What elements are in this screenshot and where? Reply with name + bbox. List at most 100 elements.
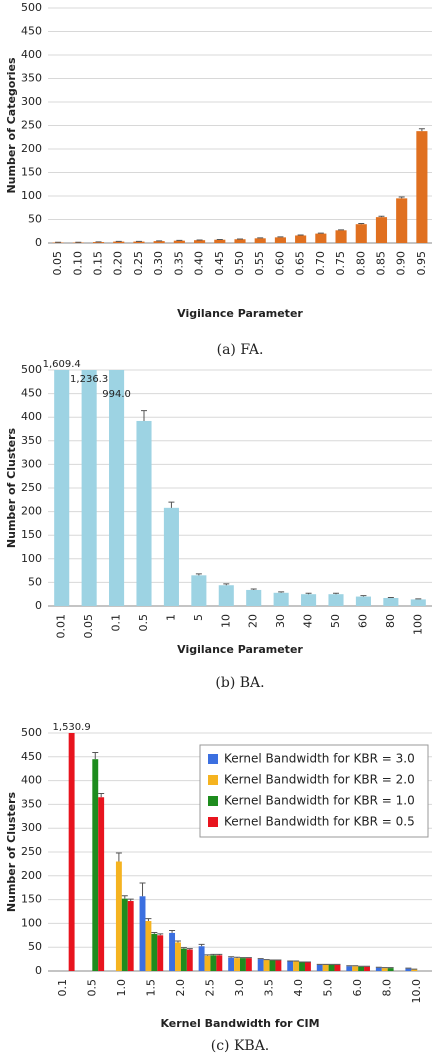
y-tick-label: 200 (21, 869, 42, 882)
x-tick-label: 0.15 (92, 251, 105, 276)
y-tick-label: 150 (21, 893, 42, 906)
y-tick-label: 0 (35, 964, 42, 977)
bar (216, 955, 223, 971)
y-tick-label: 100 (21, 916, 42, 929)
bar (383, 597, 399, 606)
y-tick-label: 350 (21, 434, 42, 447)
bar (198, 946, 205, 971)
bar (301, 594, 317, 606)
x-tick-label: 0.65 (294, 251, 307, 276)
x-tick-label: 2.0 (174, 979, 187, 997)
bar (204, 955, 211, 971)
bar (210, 955, 217, 971)
x-tick-label: 0.80 (354, 251, 367, 276)
x-tick-label: 0.05 (82, 614, 95, 639)
bar (328, 594, 344, 606)
legend-swatch (208, 775, 218, 785)
bar (257, 959, 264, 971)
bar (115, 861, 122, 971)
error-bar (234, 956, 241, 959)
bar (322, 964, 329, 971)
error-bar (204, 954, 211, 956)
y-tick-label: 500 (21, 1, 42, 14)
bar (173, 240, 185, 243)
error-bar (278, 591, 285, 593)
bar (381, 968, 388, 971)
bar (194, 240, 206, 243)
value-label: 1,530.9 (53, 722, 91, 733)
error-bar (195, 573, 202, 576)
error-bar (115, 852, 122, 862)
legend-swatch (208, 754, 218, 764)
y-tick-label: 0 (35, 599, 42, 612)
bar (263, 960, 270, 971)
y-tick-label: 100 (21, 189, 42, 202)
x-tick-label: 50 (329, 614, 342, 628)
error-bar (174, 940, 181, 943)
y-tick-label: 450 (21, 387, 42, 400)
y-tick-label: 150 (21, 528, 42, 541)
bar (133, 241, 145, 243)
x-tick-label: 0.1 (110, 614, 123, 632)
x-tick-label: 1.0 (115, 979, 128, 997)
bar (328, 964, 335, 971)
bar (109, 370, 125, 606)
bar (175, 942, 181, 971)
bar (364, 966, 370, 971)
bar (191, 575, 207, 606)
y-tick-label: 250 (21, 119, 42, 132)
error-bar (398, 196, 405, 199)
x-tick-label: 80 (384, 614, 397, 628)
x-tick-label: 0.1 (56, 979, 69, 997)
x-tick-label: 5.0 (322, 979, 335, 997)
bar (299, 962, 305, 971)
bar (139, 896, 146, 971)
error-bar (141, 410, 147, 421)
y-tick-label: 250 (21, 481, 42, 494)
y-tick-label: 50 (28, 213, 42, 226)
bar (304, 962, 311, 971)
bar (346, 966, 353, 971)
x-axis-label: Kernel Bandwidth for CIM (160, 1017, 319, 1030)
bar (151, 933, 158, 971)
x-tick-label: 4.0 (292, 979, 305, 997)
y-tick-label: 500 (21, 363, 42, 376)
error-bar (127, 898, 134, 902)
y-tick-label: 350 (21, 72, 42, 85)
caption: (b) BA. (215, 675, 264, 691)
y-tick-label: 200 (21, 505, 42, 518)
bar (54, 370, 70, 606)
error-bar (198, 943, 205, 947)
bar (234, 239, 246, 243)
error-bar (186, 948, 193, 950)
bar (396, 198, 408, 243)
x-tick-label: 1.5 (144, 979, 157, 997)
bar (334, 964, 341, 971)
x-tick-label: 0.25 (132, 251, 145, 276)
error-bar (145, 918, 152, 922)
x-tick-label: 0.90 (395, 251, 408, 276)
x-tick-label: 60 (356, 614, 369, 628)
bar (410, 599, 426, 606)
x-tick-label: 100 (411, 614, 424, 635)
y-tick-label: 400 (21, 48, 42, 61)
error-bar (157, 933, 164, 936)
y-tick-label: 450 (21, 25, 42, 38)
bar (375, 217, 388, 243)
x-tick-label: 1 (164, 614, 177, 621)
error-bar (378, 215, 385, 218)
y-axis-label: Number of Clusters (5, 427, 18, 548)
x-tick-label: 0.01 (55, 614, 68, 639)
y-tick-label: 300 (21, 457, 42, 470)
x-tick-label: 5 (192, 614, 205, 621)
y-tick-label: 50 (28, 940, 42, 953)
bar (295, 235, 307, 243)
y-tick-label: 50 (28, 575, 42, 588)
y-tick-label: 300 (21, 95, 42, 108)
x-tick-label: 0.20 (112, 251, 125, 276)
x-tick-label: 0.85 (374, 251, 387, 276)
bar (240, 958, 246, 971)
x-tick-label: 0.10 (71, 251, 84, 276)
error-bar (139, 882, 146, 897)
